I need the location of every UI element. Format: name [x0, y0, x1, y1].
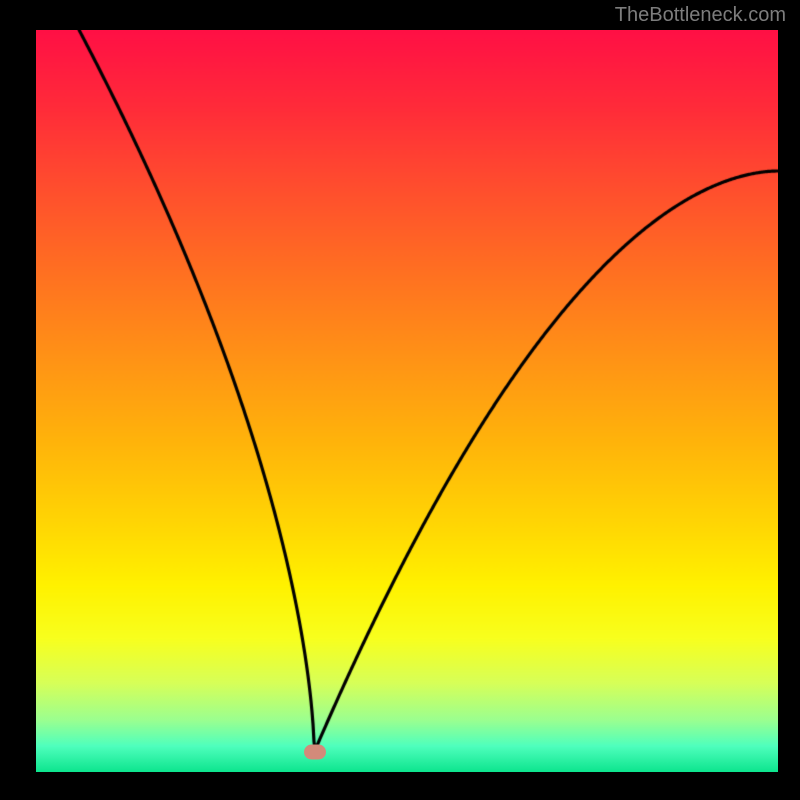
optimum-marker [304, 745, 326, 760]
chart-plot-area [36, 30, 778, 772]
watermark-text: TheBottleneck.com [615, 4, 786, 27]
bottleneck-curve [36, 30, 778, 772]
